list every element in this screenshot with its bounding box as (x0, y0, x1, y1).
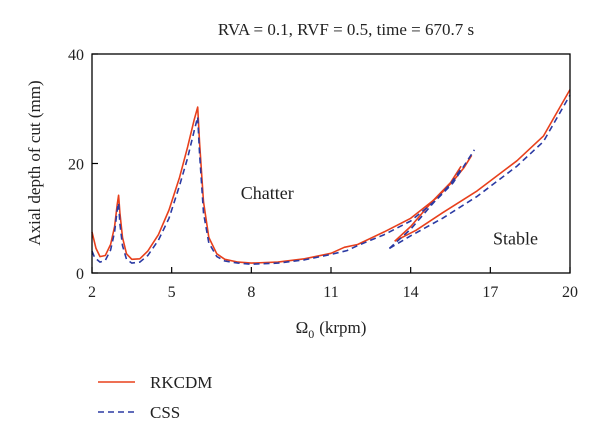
legend-label-rkcdm: RKCDM (150, 373, 212, 392)
x-axis-label: Ω0 (krpm) (296, 318, 367, 341)
legend-label-css: CSS (150, 403, 180, 422)
series-line-rkcdm (394, 165, 462, 242)
x-tick-label: 14 (403, 284, 419, 301)
annotation-stable: Stable (493, 229, 538, 249)
x-tick-label: 8 (247, 284, 255, 301)
y-tick-label: 20 (68, 157, 84, 174)
x-axis-unit: (krpm) (319, 318, 366, 337)
x-tick-label: 17 (482, 284, 498, 301)
y-axis-label: Axial depth of cut (mm) (25, 80, 44, 245)
legend: RKCDM CSS (98, 373, 212, 422)
x-tick-label: 11 (323, 284, 338, 301)
y-tick-label: 40 (68, 47, 84, 64)
x-axis-subscript: 0 (308, 327, 314, 341)
series-line-rkcdm (91, 106, 473, 264)
axis-tick-labels: 2 5 8 11 14 17 20 0 20 40 (68, 47, 578, 301)
x-axis-symbol: Ω (296, 318, 309, 337)
series-line-css (91, 116, 476, 266)
x-tick-label: 2 (88, 284, 96, 301)
series-line-css (388, 94, 571, 250)
plot-lines (91, 89, 571, 266)
chart-title: RVA = 0.1, RVF = 0.5, time = 670.7 s (218, 20, 474, 39)
series-line-rkcdm (394, 89, 571, 242)
annotation-chatter: Chatter (241, 183, 294, 203)
x-tick-label: 5 (168, 284, 176, 301)
x-tick-label: 20 (562, 284, 578, 301)
y-tick-label: 0 (76, 266, 84, 283)
series-line-css (388, 168, 462, 249)
axis-ticks (91, 53, 571, 274)
